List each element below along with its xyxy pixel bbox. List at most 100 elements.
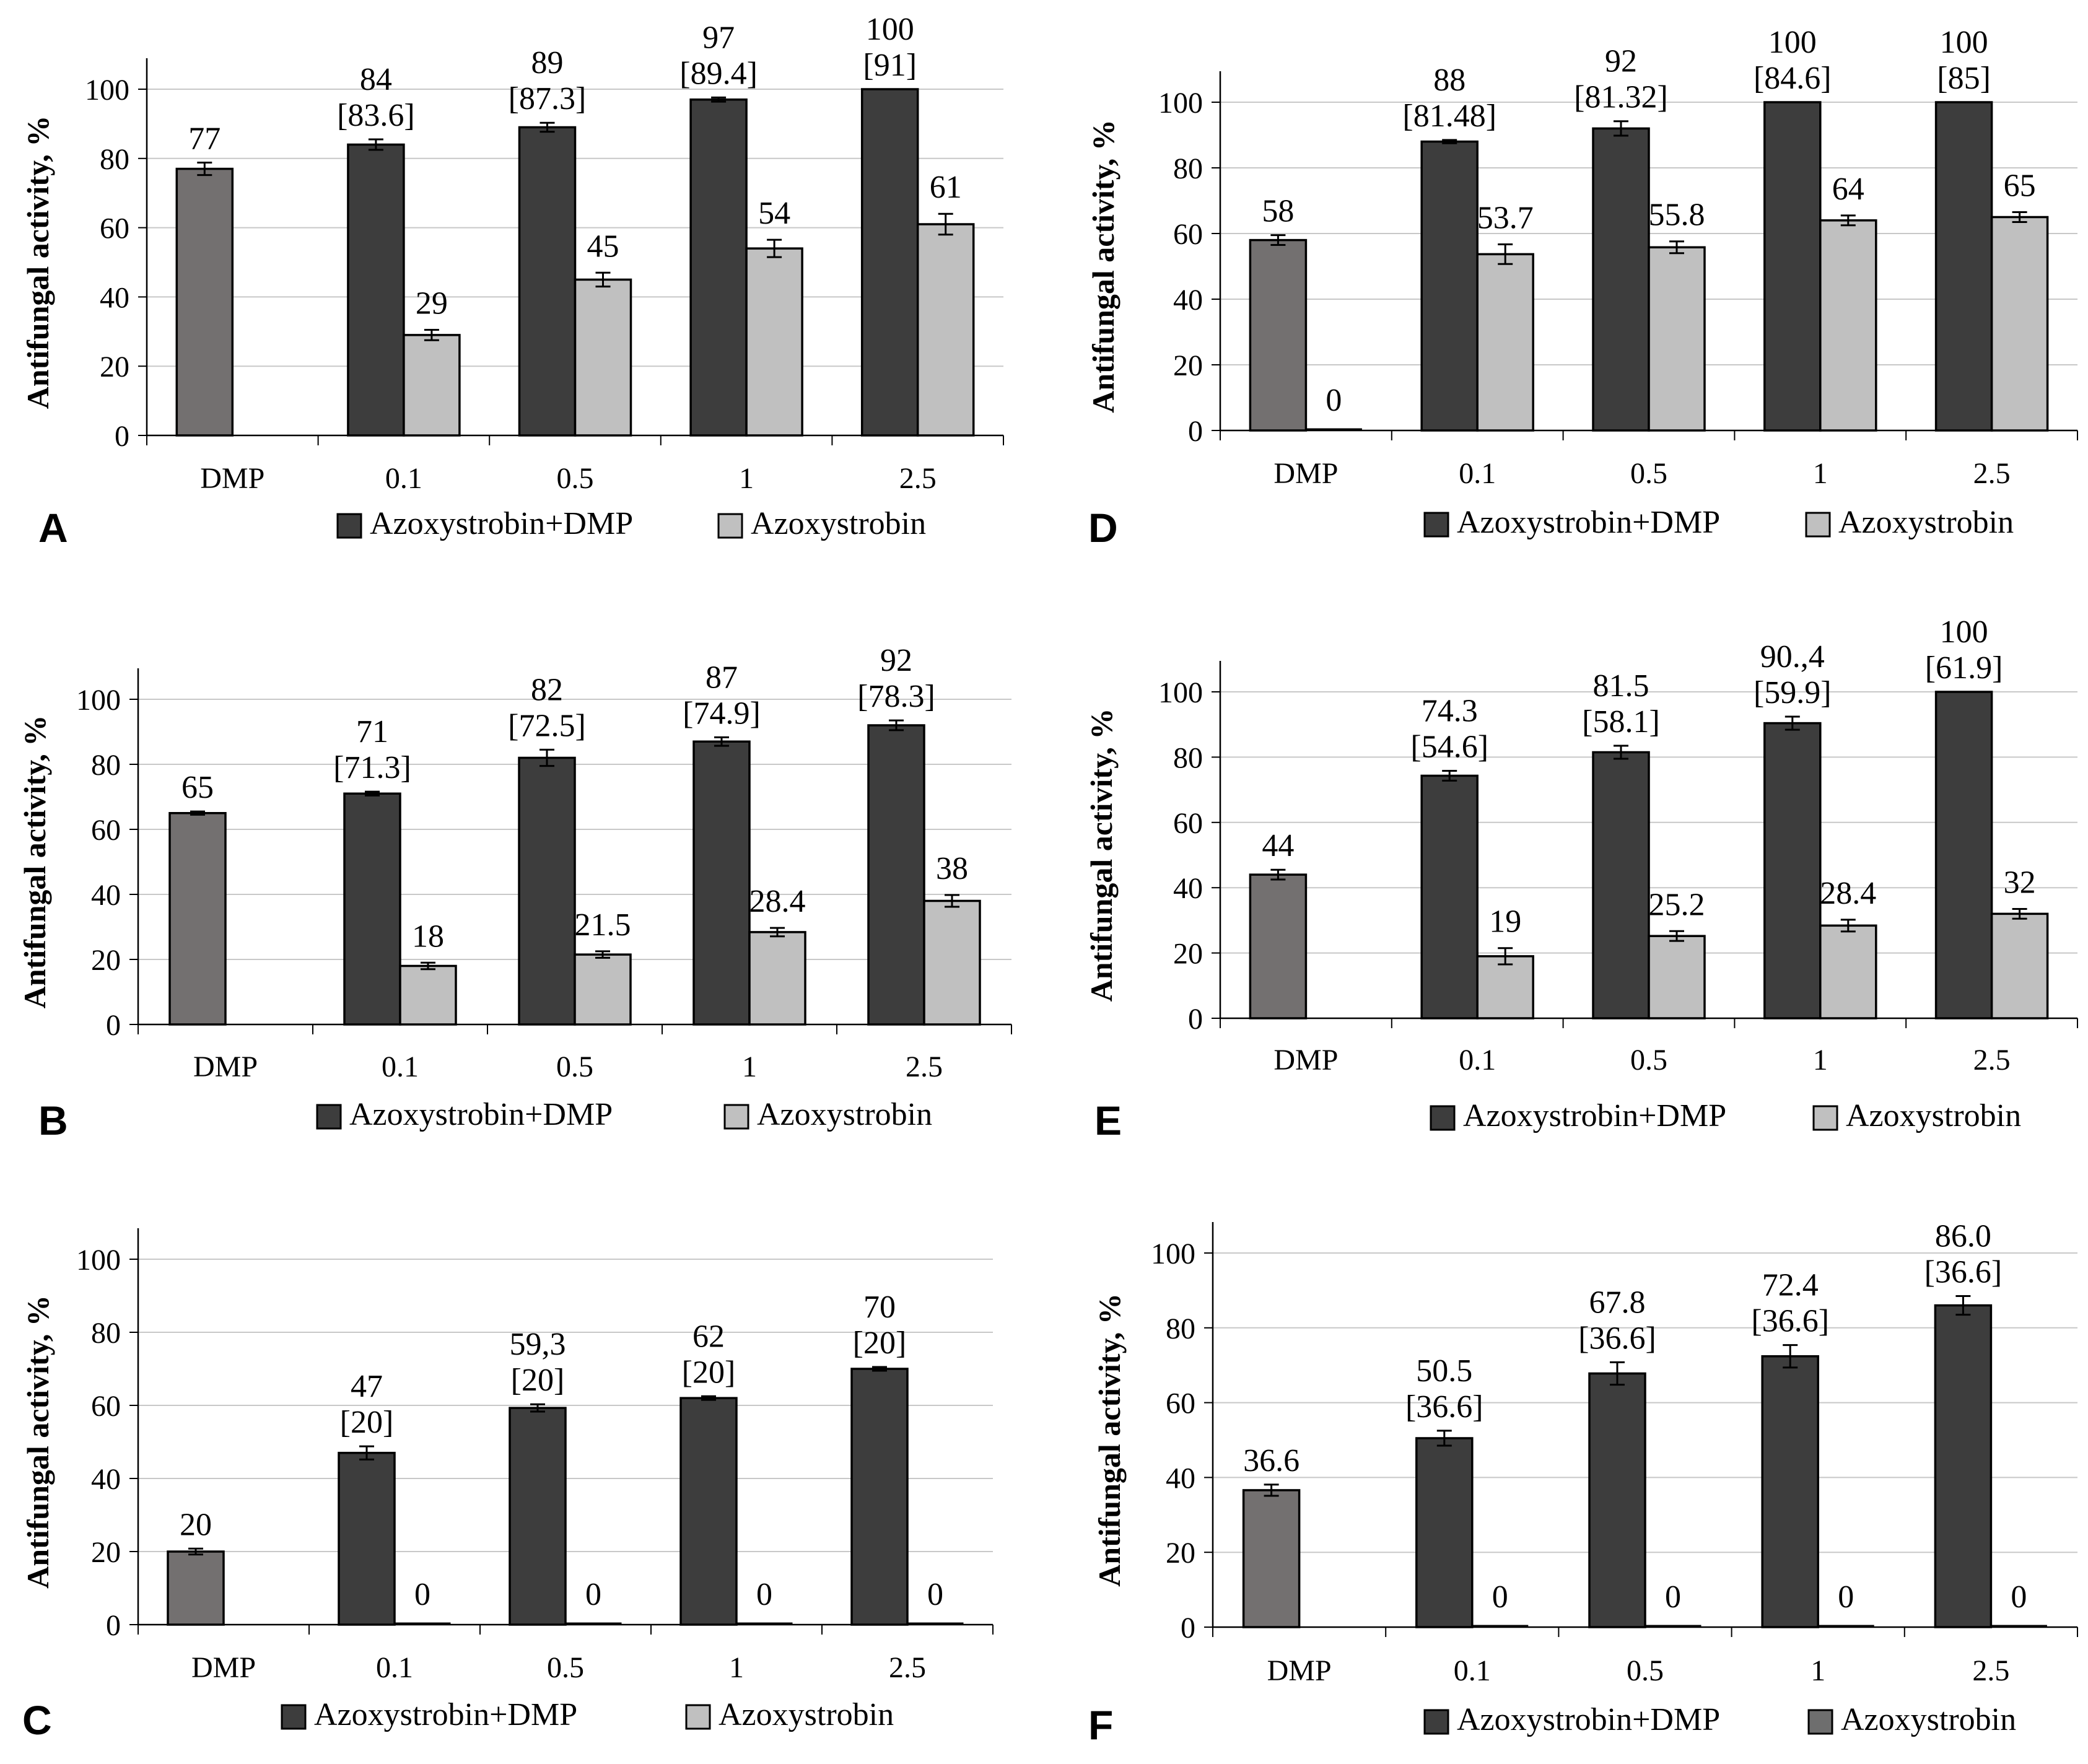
y-tick-label: 20 (1173, 938, 1203, 971)
legend-label-azoxystrobin-dmp: Azoxystrobin+DMP (370, 506, 633, 541)
data-label: 32 (2004, 865, 2036, 900)
expected-value-label: [87.3] (509, 81, 587, 116)
expected-value-label: [72.5] (508, 708, 586, 743)
panel-letter: B (38, 1098, 68, 1143)
expected-value-label: [54.6] (1410, 730, 1488, 765)
y-tick-label: 60 (1166, 1387, 1195, 1420)
panel-letter: D (1088, 505, 1118, 551)
x-tick-label: 0.5 (1627, 1654, 1664, 1687)
legend-label-azoxystrobin-dmp: Azoxystrobin+DMP (1457, 505, 1720, 540)
bar-azoxystrobin (907, 1622, 964, 1625)
x-tick-label: 0.1 (1459, 457, 1496, 490)
expected-value-label: [61.9] (1925, 650, 2003, 686)
bar-dmp (1242, 1489, 1301, 1628)
bar-azoxystrobin (1472, 1625, 1529, 1628)
legend-label-azoxystrobin-dmp: Azoxystrobin+DMP (314, 1697, 577, 1732)
data-label: 58 (1262, 194, 1294, 229)
legend-label-azoxystrobin: Azoxystrobin (1841, 1702, 2016, 1737)
expected-value-label: [36.6] (1405, 1389, 1483, 1425)
legend-swatch-azoxystrobin-dmp (281, 1704, 307, 1730)
data-label: 28.4 (749, 884, 806, 919)
y-axis-label: Antifungal activity, % (20, 1295, 55, 1589)
y-tick-label: 20 (91, 1536, 121, 1569)
chart-panel-e: 0 20 40 60 80 100 DMP 0.1 0.5 1 2.5 Antifungal acti… (1084, 614, 2078, 1143)
bar-azoxystrobin-dmp (1763, 722, 1822, 1020)
panel-letter: E (1094, 1098, 1122, 1143)
y-tick-label: 60 (100, 212, 129, 245)
y-tick-label: 60 (1173, 218, 1203, 251)
expected-value-label: [36.6] (1578, 1321, 1656, 1356)
data-label: 36.6 (1243, 1443, 1300, 1478)
x-tick-label: DMP (1273, 457, 1338, 490)
bar-azoxystrobin-dmp (860, 88, 919, 437)
bar-azoxystrobin-dmp (1420, 774, 1479, 1020)
bar-azoxystrobin-dmp (692, 740, 751, 1026)
data-label: 67.8 (1589, 1285, 1646, 1320)
bar-azoxystrobin (1305, 428, 1362, 431)
legend-label-azoxystrobin: Azoxystrobin (719, 1697, 894, 1732)
data-label: 0 (927, 1577, 943, 1612)
bar-azoxystrobin-dmp (1415, 1437, 1474, 1628)
bar-azoxystrobin-dmp (689, 98, 748, 437)
data-label: 100 (1940, 614, 1988, 650)
expected-value-label: [58.1] (1582, 704, 1660, 740)
x-tick-label: DMP (1273, 1044, 1338, 1076)
data-label: 0 (585, 1577, 601, 1612)
expected-value-label: [59.9] (1754, 675, 1832, 710)
x-tick-label: 0.5 (1630, 457, 1667, 490)
y-tick-label: 60 (91, 1390, 121, 1423)
expected-value-label: [78.3] (857, 679, 935, 714)
y-tick-label: 40 (1173, 872, 1203, 905)
y-tick-label: 40 (1166, 1462, 1195, 1495)
bar-azoxystrobin-dmp (1763, 101, 1822, 432)
y-tick-label: 0 (115, 420, 129, 453)
data-label: 61 (930, 170, 962, 205)
expected-value-label: [71.3] (333, 750, 411, 785)
data-label: 0 (1838, 1579, 1854, 1615)
data-label: 19 (1489, 904, 1521, 940)
expected-value-label: [84.6] (1754, 61, 1832, 96)
legend-swatch-azoxystrobin (685, 1704, 711, 1730)
data-label: 97 (702, 20, 735, 55)
bar-azoxystrobin (574, 953, 632, 1026)
y-tick-label: 80 (100, 143, 129, 176)
data-label: 0 (1326, 383, 1342, 418)
expected-value-label: [89.4] (679, 56, 758, 91)
bar-azoxystrobin (923, 899, 981, 1026)
expected-value-label: [20] (853, 1325, 907, 1361)
expected-value-label: [81.32] (1574, 80, 1668, 115)
x-tick-label: DMP (193, 1050, 258, 1083)
data-label: 53.7 (1477, 200, 1534, 235)
x-tick-label: DMP (191, 1651, 256, 1684)
legend-label-azoxystrobin-dmp: Azoxystrobin+DMP (349, 1097, 613, 1132)
x-tick-label: 1 (729, 1651, 744, 1684)
bar-azoxystrobin (1819, 924, 1877, 1020)
data-label: 55.8 (1649, 198, 1705, 233)
data-label: 50.5 (1416, 1353, 1472, 1389)
x-tick-label: 0.1 (382, 1050, 419, 1083)
data-label: 100 (1768, 25, 1817, 60)
x-tick-label: 1 (742, 1050, 757, 1083)
y-tick-label: 40 (91, 1463, 121, 1496)
y-tick-label: 20 (100, 351, 129, 383)
legend-swatch-azoxystrobin (1807, 1709, 1833, 1735)
legend-label-azoxystrobin: Azoxystrobin (751, 506, 926, 541)
data-label: 0 (756, 1577, 772, 1612)
bar-dmp (1249, 873, 1308, 1020)
y-axis-label: Antifungal activity, % (1084, 709, 1119, 1002)
data-label: 25.2 (1649, 887, 1705, 922)
data-label: 59,3 (510, 1327, 566, 1362)
data-label: 70 (863, 1290, 896, 1325)
data-label: 0 (1665, 1579, 1681, 1615)
expected-value-label: [83.6] (337, 98, 415, 133)
panel-letter: A (38, 505, 68, 551)
y-tick-label: 20 (91, 944, 121, 977)
x-tick-label: 2.5 (889, 1651, 926, 1684)
y-tick-label: 0 (1188, 1003, 1203, 1036)
data-label: 92 (880, 643, 912, 678)
bar-azoxystrobin-dmp (1592, 751, 1650, 1020)
bar-azoxystrobin-dmp (347, 143, 405, 437)
chart-panel-d: 0 20 40 60 80 100 DMP 0.1 0.5 1 2.5 Antifungal acti… (1086, 25, 2078, 551)
legend-label-azoxystrobin: Azoxystrobin (1846, 1098, 2021, 1133)
x-tick-label: 1 (1811, 1654, 1825, 1687)
